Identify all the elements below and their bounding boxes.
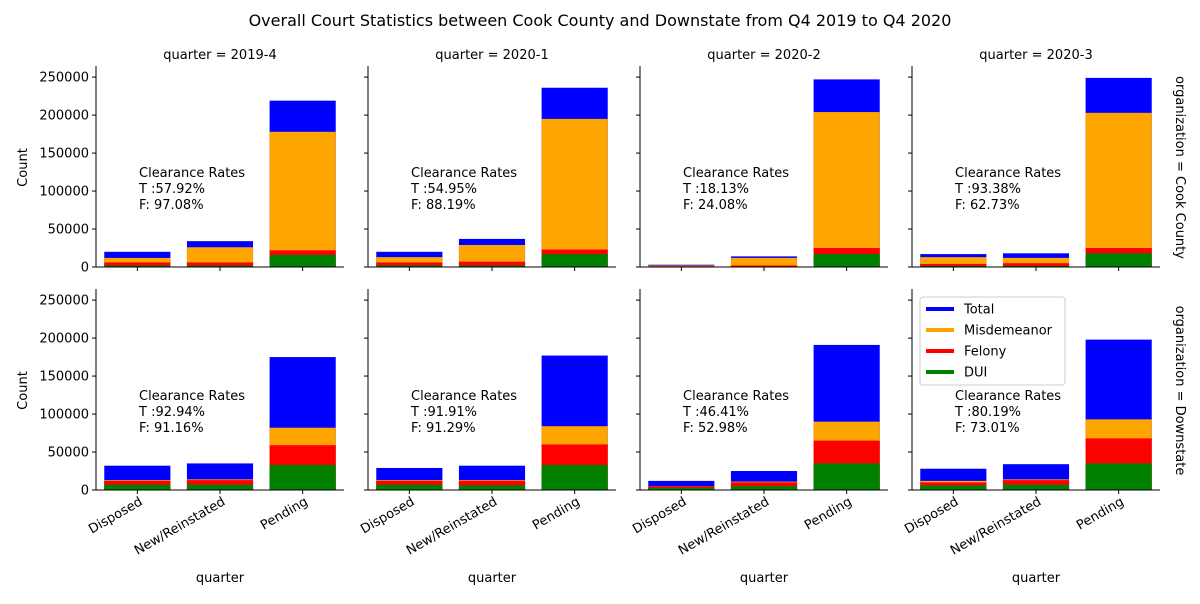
y-tick-label: 0 bbox=[81, 261, 89, 276]
x-tick-label: Disposed bbox=[86, 494, 145, 537]
x-tick-label: New/Reinstated bbox=[676, 494, 772, 558]
bar-dui bbox=[1086, 253, 1152, 267]
clearance-annotation: T :46.41% bbox=[682, 405, 749, 420]
legend-label: Total bbox=[963, 303, 994, 318]
x-axis-label: quarter bbox=[196, 571, 245, 586]
clearance-annotation: Clearance Rates bbox=[139, 166, 245, 181]
bar-misdemeanor bbox=[814, 112, 880, 267]
facet-column-title: quarter = 2020-3 bbox=[979, 48, 1092, 63]
clearance-annotation: F: 24.08% bbox=[683, 198, 748, 213]
clearance-annotation: T :93.38% bbox=[954, 182, 1021, 197]
y-tick-label: 250000 bbox=[39, 71, 89, 86]
legend-label: DUI bbox=[964, 366, 987, 381]
facet-panel: 0 50000 100000 150000 200000 250000 Count Dispo… bbox=[16, 289, 344, 586]
bar-dui bbox=[1003, 485, 1069, 490]
x-tick-label: Pending bbox=[258, 494, 311, 533]
x-axis-label: quarter bbox=[1012, 571, 1061, 586]
clearance-annotation: Clearance Rates bbox=[411, 389, 517, 404]
bar-dui bbox=[814, 463, 880, 490]
x-axis-label: quarter bbox=[740, 571, 789, 586]
legend: Total Misdemeanor Felony DUI bbox=[920, 297, 1065, 385]
bar-dui bbox=[814, 254, 880, 267]
facet-column-title: quarter = 2019-4 bbox=[163, 48, 276, 63]
facet-column-title: quarter = 2020-1 bbox=[435, 48, 548, 63]
legend-label: Misdemeanor bbox=[964, 324, 1053, 339]
bar-dui bbox=[1086, 463, 1152, 490]
clearance-annotation: F: 62.73% bbox=[955, 198, 1020, 213]
bar-dui bbox=[459, 485, 525, 490]
x-tick-label: Disposed bbox=[902, 494, 961, 537]
bar-dui bbox=[187, 485, 253, 490]
bar-dui bbox=[731, 486, 797, 490]
x-tick-label: New/Reinstated bbox=[132, 494, 228, 558]
bar-misdemeanor bbox=[542, 119, 608, 267]
y-tick-label: 150000 bbox=[39, 147, 89, 162]
bar-dui bbox=[270, 465, 336, 490]
clearance-annotation: Clearance Rates bbox=[139, 389, 245, 404]
y-axis-label: Count bbox=[16, 371, 31, 410]
bar-dui bbox=[920, 485, 986, 490]
x-tick-label: New/Reinstated bbox=[948, 494, 1044, 558]
clearance-annotation: F: 91.16% bbox=[139, 421, 204, 436]
clearance-annotation: Clearance Rates bbox=[955, 389, 1061, 404]
clearance-annotation: F: 91.29% bbox=[411, 421, 476, 436]
y-tick-label: 150000 bbox=[39, 370, 89, 385]
bar-dui bbox=[270, 255, 336, 267]
bar-dui bbox=[376, 485, 442, 490]
facet-row-label: organization = Cook County bbox=[1172, 76, 1187, 259]
bar-dui bbox=[542, 254, 608, 267]
x-tick-label: New/Reinstated bbox=[404, 494, 500, 558]
clearance-annotation: Clearance Rates bbox=[955, 166, 1061, 181]
bar-misdemeanor bbox=[1086, 113, 1152, 267]
figure-title: Overall Court Statistics between Cook Co… bbox=[249, 11, 952, 30]
y-tick-label: 200000 bbox=[39, 332, 89, 347]
y-tick-label: 100000 bbox=[39, 185, 89, 200]
clearance-annotation: T :54.95% bbox=[410, 182, 477, 197]
clearance-annotation: F: 88.19% bbox=[411, 198, 476, 213]
y-tick-label: 100000 bbox=[39, 408, 89, 423]
clearance-annotation: F: 97.08% bbox=[139, 198, 204, 213]
clearance-annotation: Clearance Rates bbox=[411, 166, 517, 181]
clearance-annotation: Clearance Rates bbox=[683, 166, 789, 181]
x-axis-label: quarter bbox=[468, 571, 517, 586]
y-tick-label: 200000 bbox=[39, 109, 89, 124]
bar-misdemeanor bbox=[270, 132, 336, 267]
x-tick-label: Disposed bbox=[358, 494, 417, 537]
clearance-annotation: F: 52.98% bbox=[683, 421, 748, 436]
x-tick-label: Pending bbox=[802, 494, 855, 533]
clearance-annotation: Clearance Rates bbox=[683, 389, 789, 404]
x-tick-label: Disposed bbox=[630, 494, 689, 537]
clearance-annotation: T :80.19% bbox=[954, 405, 1021, 420]
clearance-annotation: F: 73.01% bbox=[955, 421, 1020, 436]
clearance-annotation: T :18.13% bbox=[682, 182, 749, 197]
facet-row-label: organization = Downstate bbox=[1172, 306, 1187, 476]
facet-column-title: quarter = 2020-2 bbox=[707, 48, 820, 63]
legend-label: Felony bbox=[964, 345, 1007, 360]
clearance-annotation: T :92.94% bbox=[138, 405, 205, 420]
clearance-annotation: T :57.92% bbox=[138, 182, 205, 197]
y-tick-label: 0 bbox=[81, 484, 89, 499]
bar-dui bbox=[542, 465, 608, 490]
y-axis-label: Count bbox=[16, 148, 31, 187]
y-tick-label: 50000 bbox=[48, 446, 89, 461]
y-tick-label: 50000 bbox=[48, 223, 89, 238]
facet-panel: quarter = 2019-4 0 50000 100000 150000 200000… bbox=[16, 48, 344, 276]
bar-dui bbox=[104, 485, 170, 490]
y-tick-label: 250000 bbox=[39, 294, 89, 309]
clearance-annotation: T :91.91% bbox=[410, 405, 477, 420]
x-tick-label: Pending bbox=[1074, 494, 1127, 533]
facet-panel: quarter = 2020-3 organization = Cook Coun… bbox=[908, 48, 1187, 271]
x-tick-label: Pending bbox=[530, 494, 583, 533]
